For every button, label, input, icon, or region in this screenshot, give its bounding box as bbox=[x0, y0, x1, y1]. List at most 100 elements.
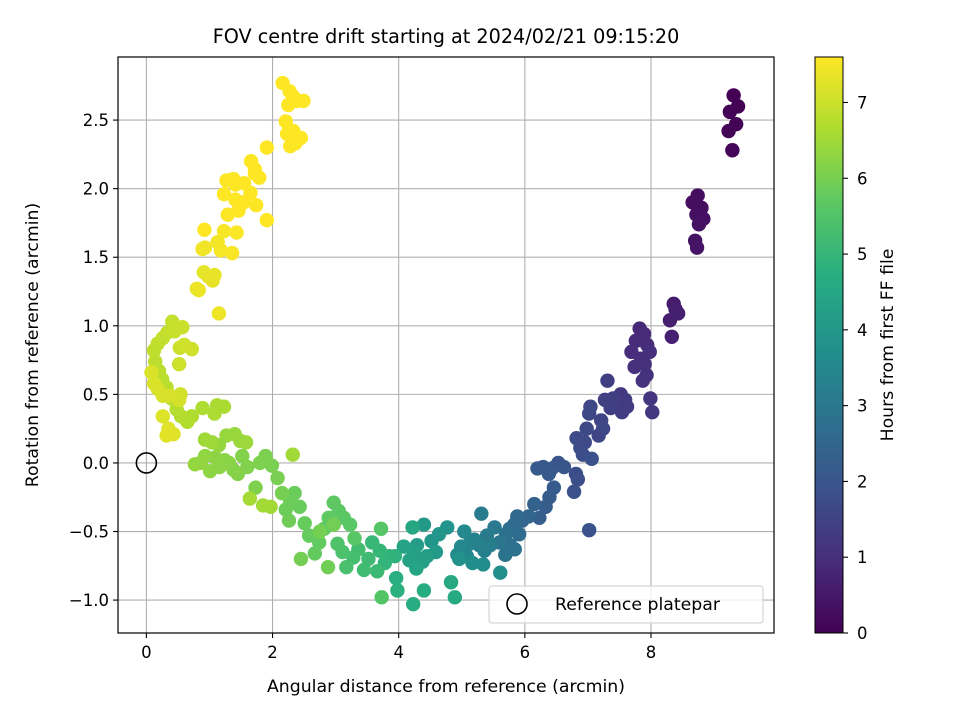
data-point bbox=[532, 510, 547, 525]
data-point bbox=[498, 547, 513, 563]
data-point bbox=[570, 472, 586, 487]
data-point bbox=[597, 392, 613, 408]
data-point bbox=[320, 559, 336, 575]
data-point bbox=[390, 583, 405, 598]
data-point bbox=[628, 333, 644, 349]
data-point bbox=[330, 536, 345, 552]
x-tick-label: 6 bbox=[520, 643, 531, 662]
data-point bbox=[226, 171, 241, 187]
data-point bbox=[278, 502, 293, 517]
reference-platepar-marker bbox=[135, 452, 158, 474]
data-point bbox=[614, 405, 630, 420]
data-point bbox=[281, 513, 297, 528]
data-point bbox=[465, 555, 480, 571]
data-point bbox=[541, 466, 557, 482]
data-point bbox=[722, 104, 738, 120]
data-point bbox=[285, 447, 300, 462]
y-tick-label: 1.5 bbox=[83, 248, 109, 267]
data-point bbox=[424, 533, 439, 549]
data-point bbox=[339, 559, 354, 575]
data-point bbox=[405, 520, 420, 535]
legend-box bbox=[488, 585, 764, 624]
data-point bbox=[326, 495, 341, 510]
data-point bbox=[365, 535, 380, 550]
x-tick-label: 2 bbox=[267, 643, 278, 662]
colorbar-tick-label: 2 bbox=[857, 472, 868, 491]
data-point bbox=[691, 217, 707, 232]
data-point bbox=[144, 365, 159, 380]
data-point bbox=[443, 575, 459, 590]
data-point bbox=[416, 517, 432, 532]
x-tick-label: 0 bbox=[141, 643, 152, 662]
data-point bbox=[274, 485, 290, 501]
data-point bbox=[248, 197, 264, 213]
x-axis-label: Angular distance from reference (arcmin) bbox=[267, 677, 625, 697]
legend-marker-icon bbox=[506, 593, 528, 615]
data-point bbox=[530, 461, 545, 476]
data-point bbox=[216, 186, 232, 202]
data-point bbox=[247, 166, 263, 181]
data-point bbox=[296, 93, 311, 109]
data-point bbox=[643, 391, 658, 406]
data-point bbox=[242, 491, 258, 506]
data-point bbox=[409, 561, 424, 576]
data-point bbox=[224, 245, 240, 261]
data-point bbox=[270, 470, 285, 486]
data-point bbox=[259, 213, 275, 228]
data-point bbox=[216, 223, 232, 239]
data-point bbox=[326, 517, 341, 532]
data-point bbox=[373, 521, 389, 536]
data-point bbox=[248, 480, 263, 495]
data-point bbox=[538, 499, 553, 515]
data-point bbox=[370, 564, 385, 579]
data-point bbox=[726, 88, 741, 103]
data-point bbox=[146, 376, 162, 391]
y-tick-label: −1.0 bbox=[69, 591, 109, 610]
data-point bbox=[155, 409, 170, 424]
y-tick-label: 2.5 bbox=[83, 111, 109, 130]
data-point bbox=[670, 306, 686, 321]
data-point bbox=[197, 432, 213, 447]
data-point bbox=[452, 551, 467, 567]
data-point bbox=[312, 535, 327, 550]
data-point bbox=[361, 551, 376, 567]
colorbar: 0 1 2 3 4 5 6 7 Hours from first FF file bbox=[814, 56, 898, 643]
y-axis-label: Rotation from reference (arcmin) bbox=[23, 203, 43, 487]
y-tick-label: 2.0 bbox=[83, 180, 109, 199]
colorbar-gradient bbox=[814, 56, 844, 634]
data-point bbox=[591, 428, 606, 443]
x-tick-label: 8 bbox=[646, 643, 657, 662]
data-point bbox=[238, 435, 254, 450]
colorbar-tick-label: 1 bbox=[857, 548, 868, 567]
data-point bbox=[725, 143, 740, 158]
data-point bbox=[235, 448, 250, 464]
data-point bbox=[406, 597, 421, 612]
colorbar-tick-label: 7 bbox=[857, 93, 868, 112]
data-point bbox=[374, 590, 389, 605]
data-point bbox=[642, 344, 657, 360]
data-point bbox=[293, 551, 309, 567]
colorbar-tick-label: 3 bbox=[857, 397, 868, 416]
data-point bbox=[195, 400, 210, 416]
data-point bbox=[457, 524, 472, 539]
data-point bbox=[243, 154, 259, 169]
colorbar-tick-label: 5 bbox=[857, 245, 868, 264]
data-point bbox=[581, 406, 597, 421]
legend: Reference platepar bbox=[488, 585, 764, 624]
colorbar-ticks: 0 1 2 3 4 5 6 7 bbox=[843, 93, 868, 643]
data-point bbox=[600, 373, 615, 388]
data-point bbox=[566, 484, 582, 499]
data-point bbox=[282, 84, 297, 99]
data-point bbox=[356, 562, 372, 578]
data-point bbox=[213, 243, 229, 258]
colorbar-label: Hours from first FF file bbox=[878, 249, 898, 442]
data-point bbox=[202, 463, 218, 479]
data-point bbox=[255, 498, 271, 513]
data-point bbox=[184, 341, 199, 357]
colorbar-tick-label: 6 bbox=[857, 169, 868, 188]
data-point bbox=[721, 123, 736, 139]
data-point bbox=[627, 359, 642, 375]
y-axis-ticks: −1.0 −0.5 0.0 0.5 1.0 1.5 2.0 2.5 bbox=[69, 111, 118, 610]
